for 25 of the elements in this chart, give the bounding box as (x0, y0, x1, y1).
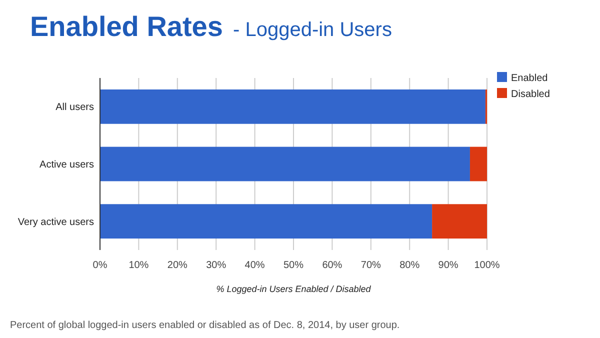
x-tick-label: 70% (360, 260, 382, 271)
bar (100, 204, 432, 239)
bar (100, 89, 486, 124)
x-tick-label: 50% (283, 260, 304, 271)
x-tick-label: 90% (438, 260, 458, 271)
x-axis-title: % Logged-in Users Enabled / Disabled (216, 284, 372, 294)
legend-label: Enabled (511, 73, 548, 84)
x-tick-label: 0% (92, 260, 108, 271)
y-tick-label: All users (56, 102, 94, 114)
y-tick-label: Very active users (18, 216, 94, 228)
bar (470, 146, 487, 182)
x-tick-label: 100% (474, 260, 500, 271)
x-tick-label: 40% (244, 260, 265, 271)
x-tick-label: 30% (206, 260, 226, 271)
x-tick-label: 10% (128, 260, 149, 271)
chart-subtitle: - Logged-in Users (233, 19, 392, 41)
x-tick-label: 60% (322, 260, 342, 271)
y-tick-label: Active users (40, 160, 94, 170)
chart-title: Enabled Rates (30, 11, 223, 42)
bar (100, 146, 470, 182)
legend-label: Disabled (511, 89, 550, 100)
x-tick-label: 20% (167, 260, 188, 271)
x-tick-label: 80% (400, 260, 420, 271)
text: Percent of global logged-in users enabled or disabled as of Dec. 8, 2014, by user group. (10, 320, 400, 331)
bar (432, 204, 487, 239)
